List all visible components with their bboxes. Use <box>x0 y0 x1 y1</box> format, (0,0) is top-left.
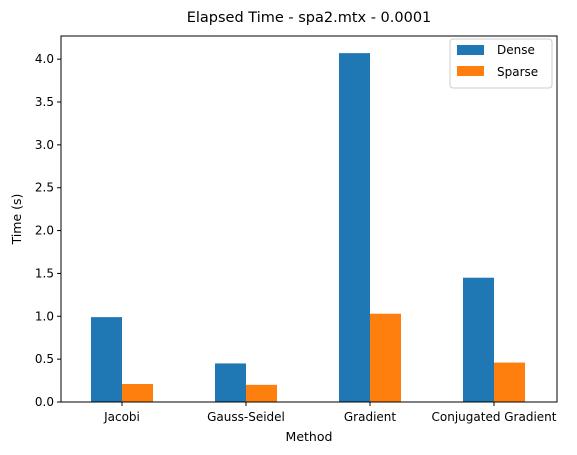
y-tick-label: 2.5 <box>35 181 54 195</box>
x-tick-label: Jacobi <box>103 410 140 424</box>
y-tick-label: 3.0 <box>35 138 54 152</box>
y-tick-label: 3.5 <box>35 95 54 109</box>
bar-dense-jacobi <box>91 317 122 402</box>
y-tick-label: 2.0 <box>35 224 54 238</box>
legend-label-sparse: Sparse <box>497 65 538 79</box>
legend-swatch-sparse <box>457 66 484 76</box>
y-tick-label: 4.0 <box>35 52 54 66</box>
y-tick-label: 1.5 <box>35 266 54 280</box>
y-tick-label: 1.0 <box>35 309 54 323</box>
bar-dense-gradient <box>339 53 370 403</box>
bar-dense-gauss-seidel <box>215 363 246 402</box>
chart-title: Elapsed Time - spa2.mtx - 0.0001 <box>187 10 432 26</box>
x-axis-ticks: Jacobi Gauss-Seidel Gradient Conjugated Gra… <box>103 402 557 424</box>
x-axis-label: Method <box>286 429 333 444</box>
bar-sparse-conjugated-gradient <box>494 362 525 402</box>
y-tick-label: 0.0 <box>35 395 54 409</box>
y-axis-ticks: 0.0 0.5 1.0 1.5 2.0 2.5 3.0 3.5 4.0 <box>35 52 61 409</box>
bar-sparse-jacobi <box>122 384 153 402</box>
bar-sparse-gauss-seidel <box>246 384 277 402</box>
plot-frame <box>60 35 558 403</box>
bar-dense-conjugated-gradient <box>463 277 494 402</box>
y-axis-label: Time (s) <box>9 194 24 246</box>
bars-group <box>91 53 525 403</box>
y-tick-label: 0.5 <box>35 352 54 366</box>
x-tick-label: Conjugated Gradient <box>432 410 557 424</box>
legend-label-dense: Dense <box>497 43 535 57</box>
x-tick-label: Gauss-Seidel <box>207 410 285 424</box>
bar-sparse-gradient <box>370 313 401 402</box>
x-tick-label: Gradient <box>344 410 397 424</box>
legend-swatch-dense <box>457 45 484 55</box>
legend: Dense Sparse <box>449 38 553 89</box>
